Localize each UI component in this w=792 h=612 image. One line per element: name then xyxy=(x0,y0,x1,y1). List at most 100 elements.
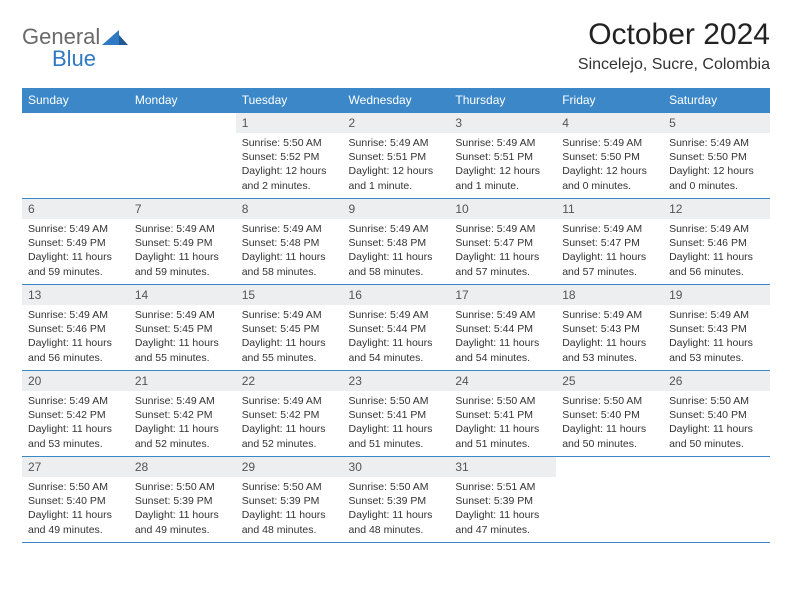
day-header: Thursday xyxy=(449,88,556,113)
calendar-header-row: SundayMondayTuesdayWednesdayThursdayFrid… xyxy=(22,88,770,113)
calendar-cell xyxy=(556,457,663,543)
calendar-cell: 25Sunrise: 5:50 AMSunset: 5:40 PMDayligh… xyxy=(556,371,663,457)
day-header: Wednesday xyxy=(343,88,450,113)
calendar-row: 27Sunrise: 5:50 AMSunset: 5:40 PMDayligh… xyxy=(22,457,770,543)
brand-text-blue: Blue xyxy=(52,46,96,72)
calendar-row: 6Sunrise: 5:49 AMSunset: 5:49 PMDaylight… xyxy=(22,199,770,285)
calendar-cell: 4Sunrise: 5:49 AMSunset: 5:50 PMDaylight… xyxy=(556,113,663,199)
calendar-body: 1Sunrise: 5:50 AMSunset: 5:52 PMDaylight… xyxy=(22,113,770,543)
day-number: 26 xyxy=(663,371,770,391)
day-header: Tuesday xyxy=(236,88,343,113)
calendar-cell: 31Sunrise: 5:51 AMSunset: 5:39 PMDayligh… xyxy=(449,457,556,543)
day-number: 8 xyxy=(236,199,343,219)
calendar-cell: 15Sunrise: 5:49 AMSunset: 5:45 PMDayligh… xyxy=(236,285,343,371)
month-title: October 2024 xyxy=(578,18,770,52)
day-number: 18 xyxy=(556,285,663,305)
day-number: 22 xyxy=(236,371,343,391)
day-number: 7 xyxy=(129,199,236,219)
calendar-cell: 20Sunrise: 5:49 AMSunset: 5:42 PMDayligh… xyxy=(22,371,129,457)
calendar-cell: 19Sunrise: 5:49 AMSunset: 5:43 PMDayligh… xyxy=(663,285,770,371)
calendar-cell: 11Sunrise: 5:49 AMSunset: 5:47 PMDayligh… xyxy=(556,199,663,285)
day-number: 4 xyxy=(556,113,663,133)
day-number: 29 xyxy=(236,457,343,477)
day-number: 20 xyxy=(22,371,129,391)
calendar-cell: 14Sunrise: 5:49 AMSunset: 5:45 PMDayligh… xyxy=(129,285,236,371)
calendar-row: 1Sunrise: 5:50 AMSunset: 5:52 PMDaylight… xyxy=(22,113,770,199)
day-data: Sunrise: 5:49 AMSunset: 5:47 PMDaylight:… xyxy=(449,219,556,284)
day-data: Sunrise: 5:50 AMSunset: 5:41 PMDaylight:… xyxy=(343,391,450,456)
calendar-cell: 2Sunrise: 5:49 AMSunset: 5:51 PMDaylight… xyxy=(343,113,450,199)
calendar-cell: 5Sunrise: 5:49 AMSunset: 5:50 PMDaylight… xyxy=(663,113,770,199)
day-number: 3 xyxy=(449,113,556,133)
day-data: Sunrise: 5:49 AMSunset: 5:45 PMDaylight:… xyxy=(236,305,343,370)
day-data: Sunrise: 5:50 AMSunset: 5:39 PMDaylight:… xyxy=(343,477,450,542)
calendar-table: SundayMondayTuesdayWednesdayThursdayFrid… xyxy=(22,88,770,543)
calendar-cell: 9Sunrise: 5:49 AMSunset: 5:48 PMDaylight… xyxy=(343,199,450,285)
day-header: Friday xyxy=(556,88,663,113)
day-data: Sunrise: 5:51 AMSunset: 5:39 PMDaylight:… xyxy=(449,477,556,542)
day-number: 1 xyxy=(236,113,343,133)
day-data: Sunrise: 5:49 AMSunset: 5:43 PMDaylight:… xyxy=(663,305,770,370)
calendar-cell: 23Sunrise: 5:50 AMSunset: 5:41 PMDayligh… xyxy=(343,371,450,457)
calendar-cell xyxy=(663,457,770,543)
day-data: Sunrise: 5:49 AMSunset: 5:51 PMDaylight:… xyxy=(449,133,556,198)
day-number: 31 xyxy=(449,457,556,477)
day-number: 16 xyxy=(343,285,450,305)
calendar-row: 13Sunrise: 5:49 AMSunset: 5:46 PMDayligh… xyxy=(22,285,770,371)
day-data: Sunrise: 5:49 AMSunset: 5:48 PMDaylight:… xyxy=(343,219,450,284)
calendar-cell: 17Sunrise: 5:49 AMSunset: 5:44 PMDayligh… xyxy=(449,285,556,371)
calendar-cell: 3Sunrise: 5:49 AMSunset: 5:51 PMDaylight… xyxy=(449,113,556,199)
day-number: 14 xyxy=(129,285,236,305)
brand-logo: GeneralBlue xyxy=(22,18,128,72)
calendar-cell: 24Sunrise: 5:50 AMSunset: 5:41 PMDayligh… xyxy=(449,371,556,457)
day-number: 28 xyxy=(129,457,236,477)
day-number: 12 xyxy=(663,199,770,219)
day-number: 27 xyxy=(22,457,129,477)
day-data: Sunrise: 5:49 AMSunset: 5:51 PMDaylight:… xyxy=(343,133,450,198)
calendar-cell: 26Sunrise: 5:50 AMSunset: 5:40 PMDayligh… xyxy=(663,371,770,457)
day-number: 21 xyxy=(129,371,236,391)
day-number: 9 xyxy=(343,199,450,219)
day-header: Saturday xyxy=(663,88,770,113)
day-data: Sunrise: 5:50 AMSunset: 5:40 PMDaylight:… xyxy=(22,477,129,542)
calendar-cell: 27Sunrise: 5:50 AMSunset: 5:40 PMDayligh… xyxy=(22,457,129,543)
calendar-row: 20Sunrise: 5:49 AMSunset: 5:42 PMDayligh… xyxy=(22,371,770,457)
title-block: October 2024 Sincelejo, Sucre, Colombia xyxy=(578,18,770,74)
calendar-cell: 7Sunrise: 5:49 AMSunset: 5:49 PMDaylight… xyxy=(129,199,236,285)
day-number: 13 xyxy=(22,285,129,305)
day-header: Monday xyxy=(129,88,236,113)
calendar-cell: 30Sunrise: 5:50 AMSunset: 5:39 PMDayligh… xyxy=(343,457,450,543)
day-data: Sunrise: 5:49 AMSunset: 5:49 PMDaylight:… xyxy=(22,219,129,284)
calendar-cell: 28Sunrise: 5:50 AMSunset: 5:39 PMDayligh… xyxy=(129,457,236,543)
day-data: Sunrise: 5:49 AMSunset: 5:48 PMDaylight:… xyxy=(236,219,343,284)
calendar-cell: 12Sunrise: 5:49 AMSunset: 5:46 PMDayligh… xyxy=(663,199,770,285)
calendar-cell: 29Sunrise: 5:50 AMSunset: 5:39 PMDayligh… xyxy=(236,457,343,543)
day-number: 15 xyxy=(236,285,343,305)
day-number: 23 xyxy=(343,371,450,391)
day-data: Sunrise: 5:49 AMSunset: 5:49 PMDaylight:… xyxy=(129,219,236,284)
calendar-cell: 13Sunrise: 5:49 AMSunset: 5:46 PMDayligh… xyxy=(22,285,129,371)
day-header: Sunday xyxy=(22,88,129,113)
location-text: Sincelejo, Sucre, Colombia xyxy=(578,56,770,74)
day-number: 30 xyxy=(343,457,450,477)
day-number: 24 xyxy=(449,371,556,391)
day-data: Sunrise: 5:50 AMSunset: 5:52 PMDaylight:… xyxy=(236,133,343,198)
day-data: Sunrise: 5:49 AMSunset: 5:46 PMDaylight:… xyxy=(663,219,770,284)
day-number: 5 xyxy=(663,113,770,133)
day-data: Sunrise: 5:49 AMSunset: 5:42 PMDaylight:… xyxy=(236,391,343,456)
day-data: Sunrise: 5:49 AMSunset: 5:44 PMDaylight:… xyxy=(343,305,450,370)
page-header: GeneralBlue October 2024 Sincelejo, Sucr… xyxy=(22,18,770,74)
day-data: Sunrise: 5:50 AMSunset: 5:39 PMDaylight:… xyxy=(236,477,343,542)
calendar-cell: 21Sunrise: 5:49 AMSunset: 5:42 PMDayligh… xyxy=(129,371,236,457)
day-number: 11 xyxy=(556,199,663,219)
calendar-cell xyxy=(22,113,129,199)
calendar-cell xyxy=(129,113,236,199)
day-data: Sunrise: 5:49 AMSunset: 5:42 PMDaylight:… xyxy=(129,391,236,456)
brand-triangle-icon xyxy=(102,25,128,50)
day-number: 10 xyxy=(449,199,556,219)
calendar-cell: 22Sunrise: 5:49 AMSunset: 5:42 PMDayligh… xyxy=(236,371,343,457)
calendar-cell: 16Sunrise: 5:49 AMSunset: 5:44 PMDayligh… xyxy=(343,285,450,371)
calendar-cell: 1Sunrise: 5:50 AMSunset: 5:52 PMDaylight… xyxy=(236,113,343,199)
calendar-cell: 18Sunrise: 5:49 AMSunset: 5:43 PMDayligh… xyxy=(556,285,663,371)
day-data: Sunrise: 5:49 AMSunset: 5:44 PMDaylight:… xyxy=(449,305,556,370)
